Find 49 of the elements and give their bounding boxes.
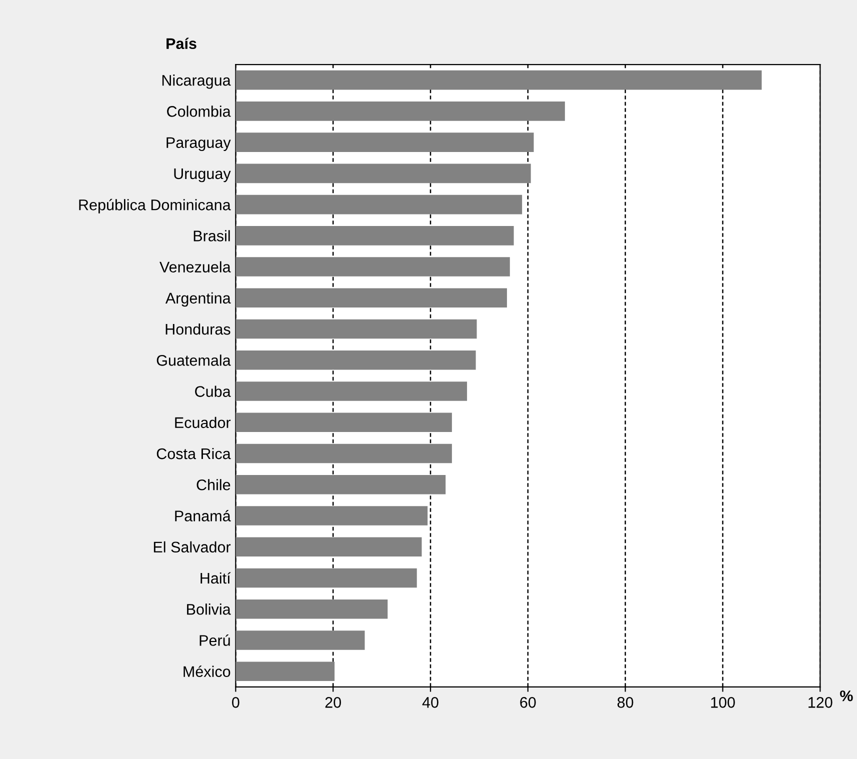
bar (236, 102, 565, 121)
x-tick-label: 100 (711, 697, 735, 708)
y-tick-label: Uruguay (174, 168, 231, 182)
x-tick-label: 80 (617, 697, 634, 708)
x-tick-label: 120 (808, 697, 832, 708)
y-tick-label: Perú (200, 634, 230, 646)
y-tick-label: Panamá (175, 510, 231, 522)
bar (236, 662, 335, 681)
x-tick-label: 0 (232, 697, 240, 708)
y-tick-label: República Dominicana (79, 198, 231, 214)
y-tick-label: Cuba (195, 386, 231, 397)
y-tick-label: Ecuador (175, 416, 231, 428)
x-tick-label: 60 (520, 697, 536, 708)
bar (236, 474, 446, 494)
y-tick-label: Colombia (167, 106, 231, 117)
x-tick-label: 20 (325, 697, 341, 708)
bar (236, 319, 477, 339)
bar (236, 132, 534, 152)
y-tick-label: Chile (196, 479, 230, 490)
bar (236, 382, 468, 401)
bar (236, 412, 452, 432)
bar (236, 444, 452, 464)
x-tick-label: 40 (422, 697, 438, 708)
y-tick-label: Honduras (166, 323, 230, 335)
bar (236, 568, 417, 588)
bar (236, 70, 762, 90)
y-tick-label: Paraguay (166, 137, 231, 152)
y-tick-label: Nicaragua (162, 74, 231, 89)
y-axis-title: País (166, 38, 196, 50)
y-tick-label: El Salvador (154, 541, 231, 553)
y-tick-label: Argentina (165, 292, 231, 307)
y-tick-label: Venezuela (160, 261, 231, 272)
bar (236, 599, 388, 619)
y-tick-label: Costa Rica (156, 448, 231, 460)
y-tick-label: Bolivia (187, 604, 231, 615)
bar (236, 288, 507, 308)
bar (236, 257, 510, 276)
bar (236, 164, 531, 184)
bar (236, 350, 476, 370)
bar (236, 506, 428, 526)
bar (236, 630, 365, 650)
y-tick-label: Haití (200, 572, 231, 584)
y-tick-label: México (184, 666, 230, 678)
y-tick-label: Brasil (194, 230, 230, 242)
x-axis-title: % (840, 690, 853, 702)
bar (236, 226, 514, 246)
y-tick-label: Guatemala (156, 354, 231, 366)
bar (236, 537, 422, 557)
bar (236, 194, 522, 214)
